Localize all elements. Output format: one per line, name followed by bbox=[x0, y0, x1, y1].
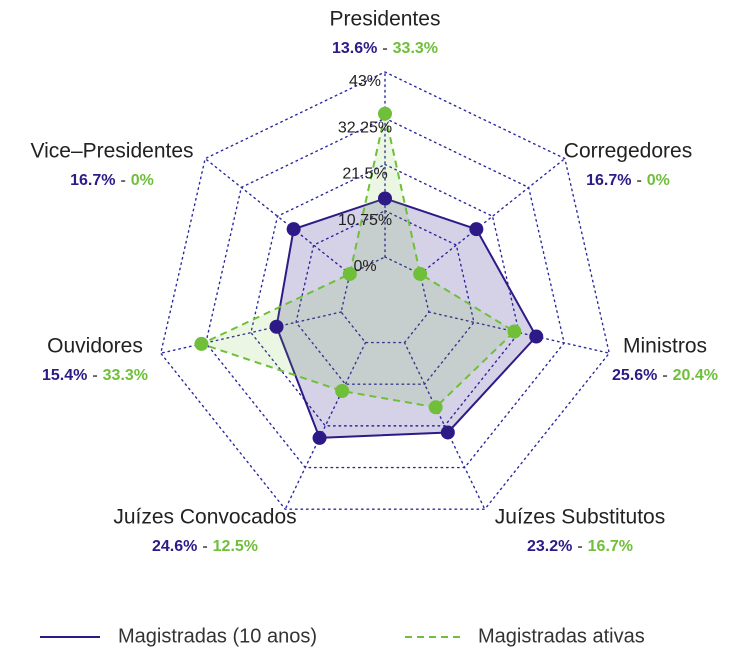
value-label: 20.4% bbox=[673, 367, 718, 384]
data-point bbox=[269, 319, 284, 334]
category-label: Presidentes bbox=[330, 8, 441, 31]
value-labels: 23.2% -16.7% bbox=[527, 538, 633, 555]
value-label-separator: - bbox=[382, 40, 387, 57]
value-label: 16.7% bbox=[586, 172, 631, 189]
series-area bbox=[198, 113, 517, 409]
value-label-separator: - bbox=[662, 367, 667, 384]
data-point bbox=[428, 400, 443, 415]
grid bbox=[160, 71, 610, 510]
data-point bbox=[507, 324, 522, 339]
r-tick-label: 10.75% bbox=[338, 212, 392, 229]
category-label: Juízes Convocados bbox=[113, 506, 296, 529]
value-labels: 24.6% -12.5% bbox=[152, 538, 258, 555]
r-tick-label: 43% bbox=[349, 73, 381, 90]
grid-ring bbox=[160, 71, 610, 510]
category-label: Ouvidores bbox=[47, 335, 143, 358]
value-label: 25.6% bbox=[612, 367, 657, 384]
value-label: 16.7% bbox=[70, 172, 115, 189]
value-label: 33.3% bbox=[393, 40, 438, 57]
r-tick-label: 0% bbox=[353, 258, 376, 275]
category-label: Corregedores bbox=[564, 140, 692, 163]
data-point bbox=[529, 329, 544, 344]
value-label: 33.3% bbox=[103, 367, 148, 384]
r-tick-label: 32.25% bbox=[338, 119, 392, 136]
data-point bbox=[312, 430, 327, 445]
value-labels: 25.6% -20.4% bbox=[612, 367, 718, 384]
value-label-separator: - bbox=[577, 538, 582, 555]
value-label-separator: - bbox=[202, 538, 207, 555]
spoke bbox=[284, 341, 367, 510]
spoke bbox=[204, 157, 351, 275]
value-label: 16.7% bbox=[588, 538, 633, 555]
value-label: 0% bbox=[647, 172, 670, 189]
series-area bbox=[275, 197, 538, 439]
spoke bbox=[419, 157, 566, 275]
value-label: 23.2% bbox=[527, 538, 572, 555]
data-point bbox=[342, 266, 357, 281]
spoke bbox=[403, 341, 486, 510]
value-label: 0% bbox=[131, 172, 154, 189]
value-label-separator: - bbox=[92, 367, 97, 384]
category-label: Juízes Substitutos bbox=[495, 506, 665, 529]
legend-label: Magistradas (10 anos) bbox=[118, 625, 317, 647]
value-labels: 15.4% -33.3% bbox=[42, 367, 148, 384]
value-label: 12.5% bbox=[213, 538, 258, 555]
data-point bbox=[378, 106, 392, 121]
value-label: 13.6% bbox=[332, 40, 377, 57]
value-label: 15.4% bbox=[42, 367, 87, 384]
r-tick-label: 21.5% bbox=[342, 166, 387, 183]
grid-ring bbox=[250, 163, 520, 427]
data-point bbox=[335, 383, 350, 398]
data-point bbox=[378, 191, 392, 206]
value-labels: 13.6% -33.3% bbox=[332, 40, 438, 57]
grid-ring bbox=[205, 117, 565, 469]
value-label-separator: - bbox=[636, 172, 641, 189]
category-label: Ministros bbox=[623, 335, 707, 358]
spoke bbox=[160, 311, 342, 354]
data-point bbox=[469, 222, 484, 237]
category-label: Vice–Presidentes bbox=[30, 140, 193, 163]
data-point bbox=[440, 425, 455, 440]
value-labels: 16.7% -0% bbox=[70, 172, 154, 189]
value-label: 24.6% bbox=[152, 538, 197, 555]
data-point bbox=[286, 222, 301, 237]
data-point bbox=[194, 336, 209, 351]
value-labels: 16.7% -0% bbox=[586, 172, 670, 189]
spoke bbox=[428, 311, 610, 354]
legend-label: Magistradas ativas bbox=[478, 625, 645, 647]
grid-ring bbox=[295, 209, 475, 385]
value-label-separator: - bbox=[120, 172, 125, 189]
data-point bbox=[413, 266, 428, 281]
